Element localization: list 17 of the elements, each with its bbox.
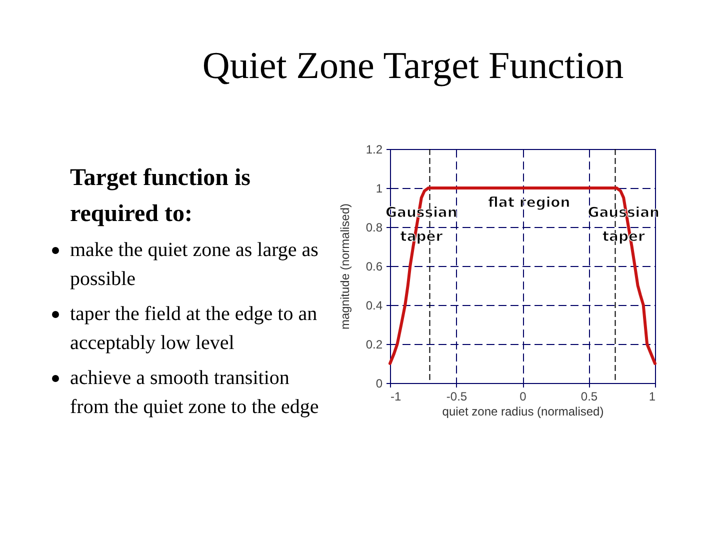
text: achieve a smooth transition from the quiet zone to the edge <box>70 366 320 420</box>
text: Target function is required to: <box>70 164 252 229</box>
x-tick-label: 0.5 <box>580 390 598 404</box>
y-tick-label: 0 <box>376 376 383 390</box>
y-tick-label: 1.2 <box>366 142 383 156</box>
y-axis-title: magnitude (normalised) <box>338 203 352 330</box>
x-tick-label: 0 <box>520 390 527 404</box>
chart-title: Quiet Zone Target Function <box>201 44 625 88</box>
y-tick-label: 1 <box>376 182 383 196</box>
x-tick-label: -1 <box>390 390 402 404</box>
y-tick-label: 0.2 <box>366 338 383 352</box>
x-tick-label: -0.5 <box>446 390 468 404</box>
y-tick-label: 0.4 <box>366 298 383 312</box>
x-tick-label: 1 <box>648 390 656 404</box>
y-tick-label: 0.6 <box>366 260 383 274</box>
y-tick-label: 0.8 <box>366 220 383 234</box>
x-axis-title: quiet zone radius (normalised) <box>442 404 604 418</box>
